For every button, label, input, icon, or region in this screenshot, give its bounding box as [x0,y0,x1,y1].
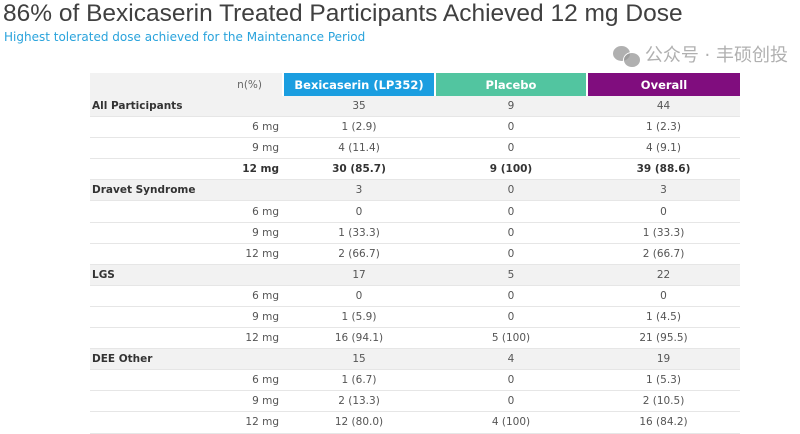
dose-row: 9 mg 2 (13.3) 0 2 (10.5) [90,390,740,413]
dose-label: 9 mg [90,390,283,413]
dose-label: 6 mg [90,285,283,307]
value-cell: 1 (33.3) [587,222,740,244]
dose-row: 9 mg 1 (5.9) 0 1 (4.5) [90,306,740,329]
value-cell: 5 [435,264,587,286]
value-cell: 1 (2.3) [587,116,740,139]
value-cell: 16 (94.1) [283,327,435,350]
dose-row: 12 mg 2 (66.7) 0 2 (66.7) [90,243,740,265]
value-cell: 2 (10.5) [587,390,740,413]
dose-label: 6 mg [90,116,283,139]
value-cell: 0 [435,200,587,223]
dose-row: 6 mg 0 0 0 [90,200,740,223]
dose-label: 12 mg [90,411,283,434]
value-cell: 1 (6.7) [283,369,435,392]
dose-label: 6 mg [90,200,283,223]
value-cell: 22 [587,264,740,286]
value-cell: 9 [435,96,587,118]
value-cell: 4 (100) [435,411,587,434]
value-cell: 0 [283,200,435,223]
value-cell: 3 [283,179,435,202]
value-cell: 0 [435,306,587,329]
dose-row: 6 mg 0 0 0 [90,285,740,307]
value-cell: 0 [435,390,587,413]
value-cell: 16 (84.2) [587,411,740,434]
value-cell: 1 (5.9) [283,306,435,329]
group-row: DEE Other 15 4 19 [90,348,740,371]
value-cell: 0 [435,179,587,202]
slide-title: 86% of Bexicaserin Treated Participants … [3,0,683,27]
value-cell: 4 (11.4) [283,137,435,160]
value-cell: 2 (66.7) [587,243,740,265]
value-cell: 17 [283,264,435,286]
value-cell: 19 [587,348,740,371]
value-cell: 0 [435,369,587,392]
dose-label: 9 mg [90,306,283,329]
value-cell: 5 (100) [435,327,587,350]
value-cell: 15 [283,348,435,371]
dose-row: 12 mg 12 (80.0) 4 (100) 16 (84.2) [90,411,740,434]
value-cell: 30 (85.7) [283,158,435,181]
dose-label: 9 mg [90,137,283,160]
value-cell: 4 (9.1) [587,137,740,160]
value-cell: 1 (5.3) [587,369,740,392]
dose-row: 12 mg 16 (94.1) 5 (100) 21 (95.5) [90,327,740,350]
dose-label: 9 mg [90,222,283,244]
dose-label: 6 mg [90,369,283,392]
group-row: Dravet Syndrome 3 0 3 [90,179,740,202]
value-cell: 0 [435,116,587,139]
slide-subtitle: Highest tolerated dose achieved for the … [4,30,366,44]
wechat-icon [612,46,641,68]
value-cell: 4 [435,348,587,371]
column-header: Placebo [434,73,587,96]
group-label: LGS [90,264,283,286]
watermark-text: 公众号 · 丰硕创投 [644,45,788,66]
value-cell: 2 (66.7) [283,243,435,265]
dose-label: 12 mg [90,327,283,350]
value-cell: 9 (100) [435,158,587,181]
value-cell: 3 [587,179,740,202]
watermark: 公众号 · 丰硕创投 [612,44,788,68]
dose-row: 9 mg 1 (33.3) 0 1 (33.3) [90,222,740,244]
dose-row: 6 mg 1 (2.9) 0 1 (2.3) [90,116,740,139]
column-header: Bexicaserin (LP352) [282,73,435,96]
dose-label: 12 mg [90,243,283,265]
group-row: All Participants 35 9 44 [90,96,740,118]
dose-row: 12 mg 30 (85.7) 9 (100) 39 (88.6) [90,158,740,181]
value-cell: 44 [587,96,740,118]
column-header: Overall [586,73,740,96]
value-cell: 0 [587,200,740,223]
value-cell: 1 (4.5) [587,306,740,329]
value-cell: 12 (80.0) [283,411,435,434]
dose-row: 9 mg 4 (11.4) 0 4 (9.1) [90,137,740,160]
value-cell: 0 [587,285,740,307]
dose-table: n(%) Bexicaserin (LP352) Placebo Overall A… [90,73,740,434]
value-cell: 0 [435,243,587,265]
group-label: Dravet Syndrome [90,179,283,202]
value-cell: 0 [283,285,435,307]
dose-row: 6 mg 1 (6.7) 0 1 (5.3) [90,369,740,392]
value-cell: 39 (88.6) [587,158,740,181]
header-n-percent: n(%) [90,73,283,96]
value-cell: 21 (95.5) [587,327,740,350]
value-cell: 0 [435,222,587,244]
dose-label: 12 mg [90,158,283,181]
group-row: LGS 17 5 22 [90,264,740,286]
value-cell: 0 [435,285,587,307]
value-cell: 1 (33.3) [283,222,435,244]
value-cell: 35 [283,96,435,118]
value-cell: 2 (13.3) [283,390,435,413]
group-label: All Participants [90,96,283,118]
value-cell: 0 [435,137,587,160]
value-cell: 1 (2.9) [283,116,435,139]
group-label: DEE Other [90,348,283,371]
table-header: n(%) Bexicaserin (LP352) Placebo Overall [90,73,740,96]
